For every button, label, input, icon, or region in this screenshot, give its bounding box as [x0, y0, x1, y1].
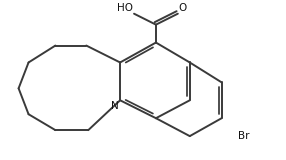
Text: HO: HO — [117, 3, 133, 13]
Text: O: O — [179, 3, 187, 13]
Text: N: N — [111, 101, 119, 111]
Text: Br: Br — [238, 131, 249, 141]
